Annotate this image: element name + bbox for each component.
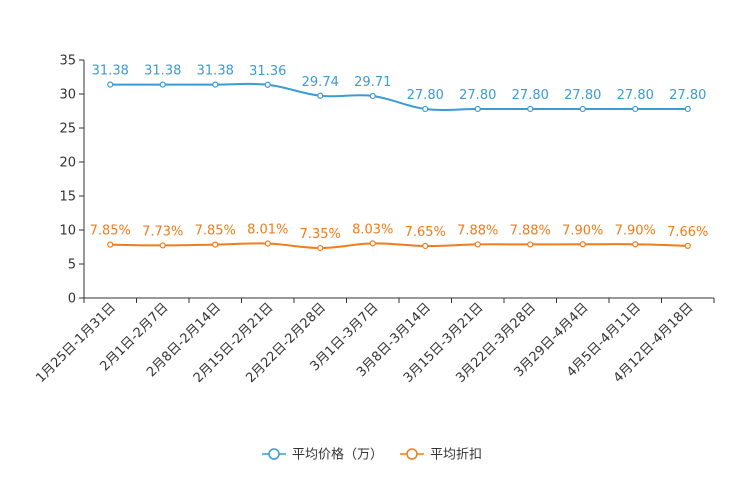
data-point[interactable]: [684, 105, 691, 113]
data-label: 8.01%: [247, 223, 288, 238]
data-point[interactable]: [317, 92, 324, 99]
data-label: 7.90%: [562, 223, 603, 238]
data-label: 31.38: [144, 64, 181, 79]
data-point[interactable]: [264, 240, 271, 247]
data-label: 8.03%: [352, 222, 393, 237]
data-label: 27.80: [564, 88, 601, 103]
y-tick-label: 0: [68, 292, 76, 307]
data-point[interactable]: [107, 241, 114, 248]
data-point[interactable]: [632, 241, 639, 248]
data-point[interactable]: [212, 81, 219, 88]
data-point[interactable]: [474, 241, 481, 248]
data-point[interactable]: [107, 81, 114, 88]
data-label: 27.80: [669, 88, 706, 103]
data-point[interactable]: [684, 242, 691, 250]
data-label: 7.65%: [405, 225, 446, 240]
data-point[interactable]: [369, 240, 376, 247]
data-label: 31.38: [92, 64, 129, 79]
data-point[interactable]: [159, 81, 166, 88]
data-point[interactable]: [212, 241, 219, 248]
data-point[interactable]: [317, 244, 324, 252]
data-label: 27.80: [407, 88, 444, 103]
data-point[interactable]: [632, 105, 639, 113]
data-label: 31.38: [197, 64, 234, 79]
data-label: 7.90%: [615, 223, 656, 238]
x-axis: 1月25日-1月31日2月1日-2月7日2月8日-2月14日2月15日-2月21…: [33, 297, 715, 386]
data-label: 7.73%: [142, 224, 183, 239]
y-tick-label: 35: [59, 54, 76, 69]
data-point[interactable]: [422, 105, 429, 113]
legend[interactable]: 平均价格（万） 平均折扣: [262, 447, 482, 463]
series-line: [110, 242, 688, 250]
data-label: 7.66%: [667, 225, 708, 240]
y-tick-label: 5: [68, 258, 76, 273]
series-1: 31.38 31.38 31.38 31.36 29.74 29.71 27.80 27.80…: [92, 64, 706, 113]
data-point[interactable]: [159, 242, 166, 249]
data-label: 7.35%: [300, 227, 341, 242]
data-label: 29.71: [354, 75, 391, 90]
data-point[interactable]: [579, 105, 586, 113]
series-line: [110, 82, 688, 111]
legend-label: 平均价格（万）: [292, 447, 383, 463]
data-point[interactable]: [527, 105, 534, 113]
legend-label: 平均折扣: [430, 448, 482, 463]
data-label: 27.80: [459, 88, 496, 103]
data-label: 31.36: [249, 64, 286, 79]
legend-item-2[interactable]: 平均折扣: [400, 448, 482, 463]
data-label: 7.88%: [457, 223, 498, 238]
data-label: 27.80: [512, 88, 549, 103]
data-point[interactable]: [369, 92, 376, 100]
y-tick-label: 15: [59, 190, 76, 205]
series-2: 7.85% 7.73% 7.85% 8.01% 7.35% 8.03% 7.65% 7.88%…: [90, 222, 708, 252]
y-tick-label: 30: [59, 88, 76, 103]
y-axis: 0 5 10 15 20 25 30 35: [59, 54, 85, 307]
y-tick-label: 25: [59, 122, 76, 137]
legend-marker: [268, 448, 280, 460]
y-tick-label: 10: [59, 224, 76, 239]
y-tick-label: 20: [59, 156, 76, 171]
data-label: 7.88%: [510, 223, 551, 238]
legend-item-1[interactable]: 平均价格（万）: [262, 447, 383, 463]
data-point[interactable]: [527, 241, 534, 248]
data-label: 7.85%: [90, 224, 131, 239]
legend-marker: [406, 448, 418, 460]
series-layer: 31.38 31.38 31.38 31.36 29.74 29.71 27.80 27.80…: [90, 64, 708, 252]
data-label: 27.80: [617, 88, 654, 103]
data-point[interactable]: [422, 242, 429, 250]
data-point[interactable]: [474, 105, 481, 113]
data-point[interactable]: [264, 81, 271, 88]
data-point[interactable]: [579, 241, 586, 248]
data-label: 29.74: [302, 75, 339, 90]
data-label: 7.85%: [195, 224, 236, 239]
